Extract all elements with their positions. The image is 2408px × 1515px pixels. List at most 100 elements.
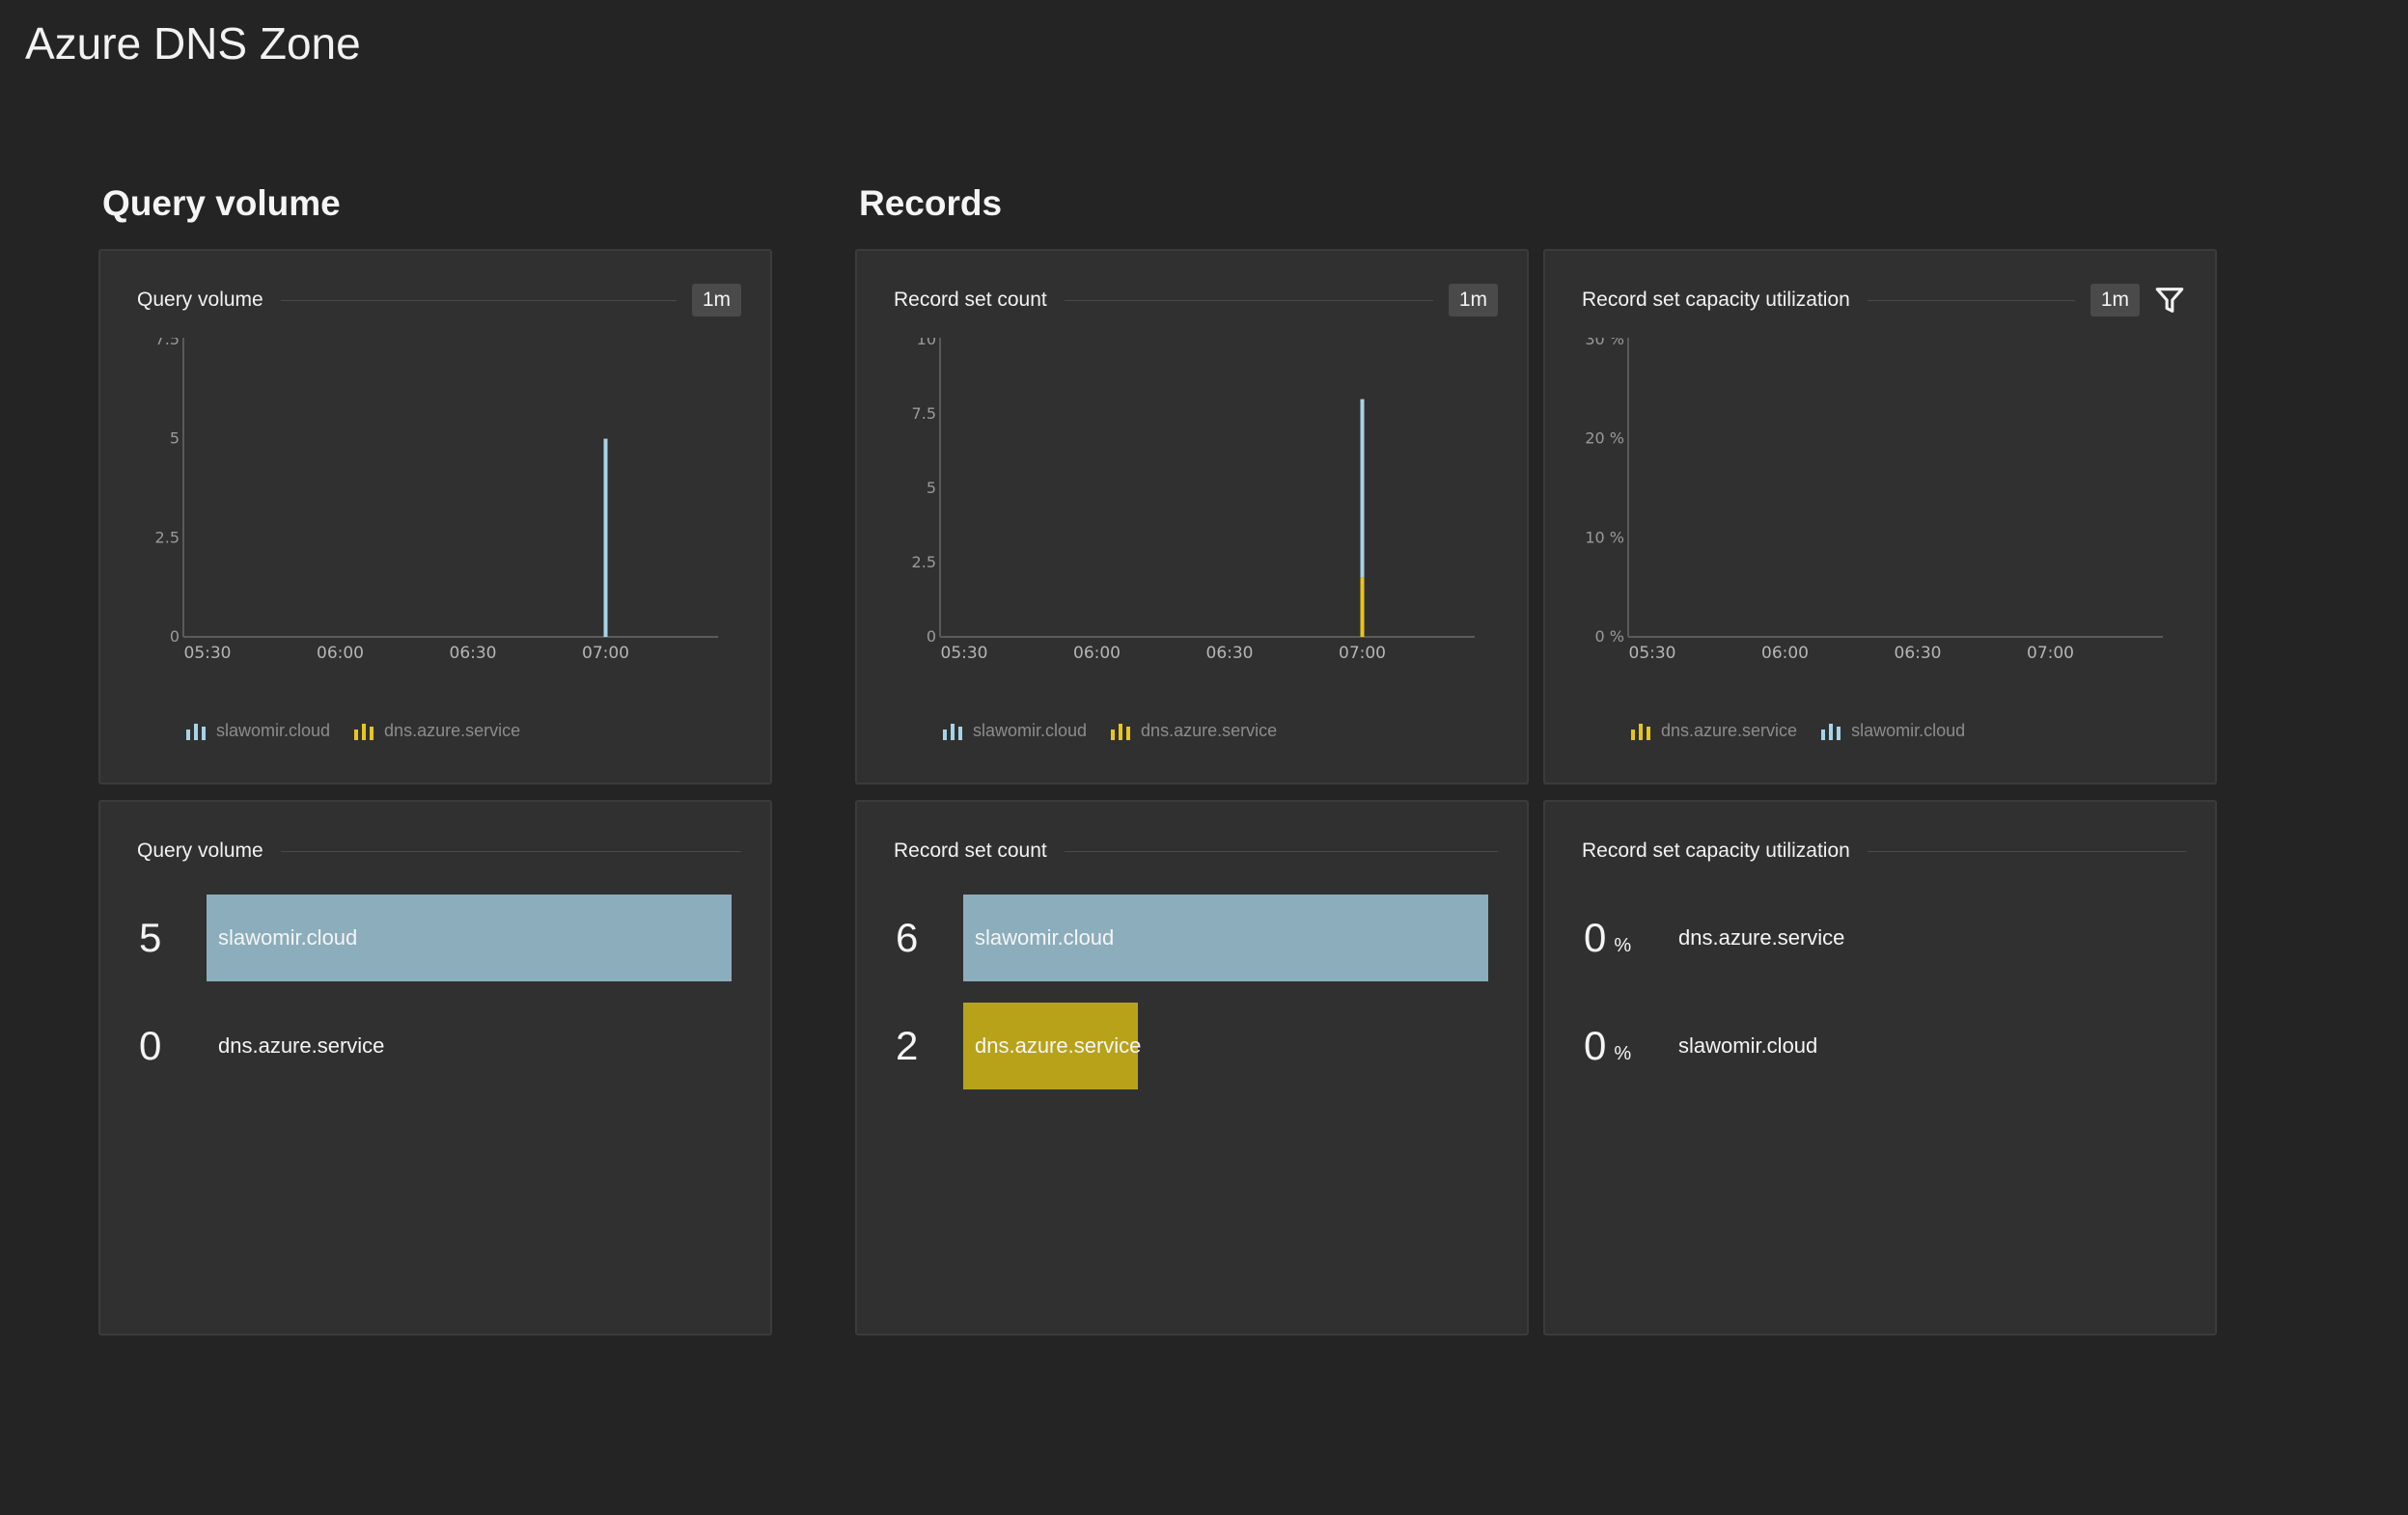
bar-chart-icon xyxy=(943,723,962,740)
legend-label: slawomir.cloud xyxy=(1851,721,1966,740)
capacity-utilization-list-tile[interactable]: Record set capacity utilization 0% dns.az… xyxy=(1543,800,2217,1336)
x-tick-label: 06:30 xyxy=(1895,644,1942,663)
bar-fill xyxy=(963,1003,1139,1089)
bar-track: slawomir.cloud xyxy=(963,895,1488,981)
bar-chart-icon xyxy=(1631,723,1650,740)
value-number: 0 xyxy=(1584,1023,1607,1068)
bar-fill xyxy=(207,895,732,981)
list-item[interactable]: 0% dns.azure.service xyxy=(1584,895,2176,981)
value-number: 5 xyxy=(139,915,162,960)
query-volume-list-tile[interactable]: Query volume 5 slawomir.cloud 0 dns.azure.s… xyxy=(98,800,772,1336)
page-title: Azure DNS Zone xyxy=(25,18,361,69)
x-tick-label: 05:30 xyxy=(1629,644,1676,663)
y-tick-label: 0 xyxy=(927,627,936,646)
bar-chart-icon xyxy=(186,723,206,740)
section-title-records: Records xyxy=(859,183,1003,223)
legend-label: slawomir.cloud xyxy=(216,721,331,740)
record-set-count-chart-tile[interactable]: Record set count 1m 10 7.5 5 2.5 0 05:30 06:00… xyxy=(855,249,1529,785)
row-value: 6 xyxy=(896,915,963,961)
value-number: 6 xyxy=(896,915,919,960)
divider xyxy=(1867,299,2075,301)
bar-track: slawomir.cloud xyxy=(1667,1003,2176,1089)
value-number: 2 xyxy=(896,1023,919,1068)
x-tick-label: 06:30 xyxy=(450,644,497,663)
chart-legend: dns.azure.service slawomir.cloud xyxy=(1630,721,1965,741)
legend-item[interactable]: slawomir.cloud xyxy=(942,721,1087,741)
row-label: dns.azure.service xyxy=(218,1033,385,1058)
legend-label: slawomir.cloud xyxy=(973,721,1088,740)
legend-item[interactable]: dns.azure.service xyxy=(353,721,520,741)
row-label: dns.azure.service xyxy=(975,1033,1142,1058)
bar-fill xyxy=(963,895,1488,981)
divider xyxy=(1064,850,1498,852)
bar-chart-icon xyxy=(1111,723,1131,740)
resolution-badge[interactable]: 1m xyxy=(2090,284,2140,317)
resolution-badge[interactable]: 1m xyxy=(691,284,741,317)
bar-track: dns.azure.service xyxy=(963,1003,1488,1089)
tile-title: Query volume xyxy=(137,840,263,862)
filter-icon[interactable] xyxy=(2153,284,2186,317)
chart-legend: slawomir.cloud dns.azure.service xyxy=(942,721,1277,741)
capacity-utilization-chart-tile[interactable]: Record set capacity utilization 1m 30 % 2… xyxy=(1543,249,2217,785)
y-tick-label: 30 % xyxy=(1585,338,1624,348)
legend-item[interactable]: slawomir.cloud xyxy=(185,721,330,741)
x-tick-label: 06:00 xyxy=(317,644,364,663)
divider xyxy=(1064,299,1433,301)
row-value: 0 xyxy=(139,1023,207,1069)
record-set-count-list-tile[interactable]: Record set count 6 slawomir.cloud 2 dns.azu… xyxy=(855,800,1529,1336)
tile-title: Record set capacity utilization xyxy=(1582,840,1850,862)
row-value: 0% xyxy=(1584,915,1667,961)
bar-track: dns.azure.service xyxy=(1667,895,2176,981)
x-tick-label: 07:00 xyxy=(582,644,629,663)
tile-title: Query volume xyxy=(137,289,263,311)
x-tick-label: 06:30 xyxy=(1206,644,1254,663)
x-tick-label: 07:00 xyxy=(2027,644,2074,663)
row-value: 0% xyxy=(1584,1023,1667,1069)
legend-item[interactable]: dns.azure.service xyxy=(1630,721,1797,741)
capacity-utilization-chart: 30 % 20 % 10 % 0 % 05:30 06:00 06:30 07:00 xyxy=(1585,338,2163,663)
y-tick-label: 7.5 xyxy=(155,338,180,348)
legend-item[interactable]: dns.azure.service xyxy=(1110,721,1277,741)
row-label: slawomir.cloud xyxy=(975,925,1115,950)
list-item[interactable]: 6 slawomir.cloud xyxy=(896,895,1488,981)
list-item[interactable]: 2 dns.azure.service xyxy=(896,1003,1488,1089)
x-tick-label: 06:00 xyxy=(1073,644,1121,663)
y-tick-label: 2.5 xyxy=(912,553,936,571)
y-tick-label: 5 xyxy=(927,479,936,497)
divider xyxy=(280,850,741,852)
row-value: 2 xyxy=(896,1023,963,1069)
divider xyxy=(280,299,677,301)
y-tick-label: 7.5 xyxy=(912,404,936,423)
row-label: slawomir.cloud xyxy=(1678,1033,1818,1058)
query-volume-chart-tile[interactable]: Query volume 1m 7.5 5 2.5 0 05:30 06:00 06:30 0… xyxy=(98,249,772,785)
tile-title: Record set count xyxy=(894,840,1047,862)
value-number: 0 xyxy=(139,1023,162,1068)
resolution-badge[interactable]: 1m xyxy=(1448,284,1498,317)
x-tick-label: 06:00 xyxy=(1761,644,1809,663)
record-set-count-chart: 10 7.5 5 2.5 0 05:30 06:00 06:30 07:00 xyxy=(912,338,1475,663)
legend-item[interactable]: slawomir.cloud xyxy=(1820,721,1965,741)
tile-title: Record set capacity utilization xyxy=(1582,289,1850,311)
row-label: dns.azure.service xyxy=(1678,925,1845,950)
bar-track: dns.azure.service xyxy=(207,1003,732,1089)
legend-label: dns.azure.service xyxy=(1661,721,1798,740)
list-item[interactable]: 0 dns.azure.service xyxy=(139,1003,732,1089)
bar-chart-icon xyxy=(1821,723,1841,740)
chart-legend: slawomir.cloud dns.azure.service xyxy=(185,721,520,741)
x-tick-label: 05:30 xyxy=(184,644,232,663)
legend-label: dns.azure.service xyxy=(384,721,521,740)
list-item[interactable]: 0% slawomir.cloud xyxy=(1584,1003,2176,1089)
y-tick-label: 5 xyxy=(170,429,180,448)
x-tick-label: 05:30 xyxy=(941,644,988,663)
bar-track: slawomir.cloud xyxy=(207,895,732,981)
row-value: 5 xyxy=(139,915,207,961)
legend-label: dns.azure.service xyxy=(1141,721,1278,740)
y-tick-label: 20 % xyxy=(1585,429,1624,448)
list-item[interactable]: 5 slawomir.cloud xyxy=(139,895,732,981)
x-tick-label: 07:00 xyxy=(1339,644,1386,663)
y-tick-label: 0 xyxy=(170,627,180,646)
divider xyxy=(1867,850,2186,852)
section-title-query-volume: Query volume xyxy=(102,183,341,223)
value-unit: % xyxy=(1614,935,1632,956)
y-tick-label: 2.5 xyxy=(155,528,180,546)
